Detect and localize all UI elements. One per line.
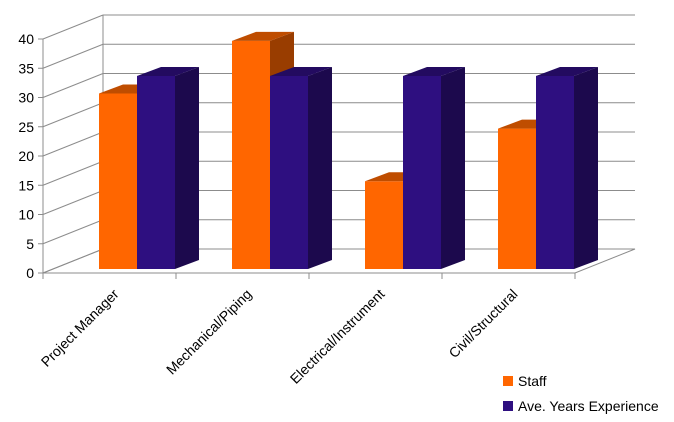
bar-top <box>536 66 598 76</box>
bar <box>403 66 465 269</box>
bar-front <box>365 181 403 269</box>
bar-top <box>270 66 332 76</box>
y-tick-label: 10 <box>18 207 34 223</box>
bar-front <box>536 75 574 269</box>
bar-front <box>403 75 441 269</box>
bar-front <box>137 75 175 269</box>
legend-label: Ave. Years Experience <box>518 398 659 414</box>
legend-swatch <box>503 376 513 386</box>
bar-side <box>308 66 332 269</box>
bar-side <box>175 66 199 269</box>
y-tick-label: 15 <box>18 177 34 193</box>
bar-side <box>574 66 598 269</box>
bar-front <box>232 40 270 269</box>
side-gridline <box>42 43 104 69</box>
y-tick-label: 30 <box>18 90 34 106</box>
y-tick-label: 5 <box>26 236 34 252</box>
y-tick-label: 20 <box>18 148 34 164</box>
x-category-label: Civil/Structural <box>445 286 520 361</box>
bar <box>270 66 332 269</box>
side-gridline <box>42 131 104 157</box>
side-gridline <box>42 102 104 128</box>
bar-side <box>441 66 465 269</box>
side-gridline <box>42 160 104 186</box>
side-gridline <box>42 14 104 40</box>
legend: Staff Ave. Years Experience <box>503 373 659 414</box>
bar-front <box>498 128 536 269</box>
side-gridline <box>42 190 104 215</box>
axis-layer <box>38 38 636 279</box>
y-tick-label: 35 <box>18 60 34 76</box>
bar <box>137 66 199 269</box>
x-category-label: Mechanical/Piping <box>163 286 255 378</box>
y-tick-label: 25 <box>18 119 34 135</box>
bar-front <box>99 93 137 269</box>
bars-layer <box>99 31 598 269</box>
bar <box>536 66 598 269</box>
bar-top <box>137 66 199 76</box>
side-gridline <box>42 219 104 245</box>
side-gridline <box>42 73 104 98</box>
bar-top <box>232 31 294 41</box>
y-tick-label: 40 <box>18 31 34 47</box>
x-category-label: Electrical/Instrument <box>287 286 388 387</box>
bar-front <box>270 75 308 269</box>
x-category-label: Project Manager <box>38 286 122 370</box>
legend-swatch <box>503 401 513 411</box>
legend-label: Staff <box>518 373 547 389</box>
bar-top <box>403 66 465 76</box>
y-tick-label: 0 <box>26 265 34 281</box>
